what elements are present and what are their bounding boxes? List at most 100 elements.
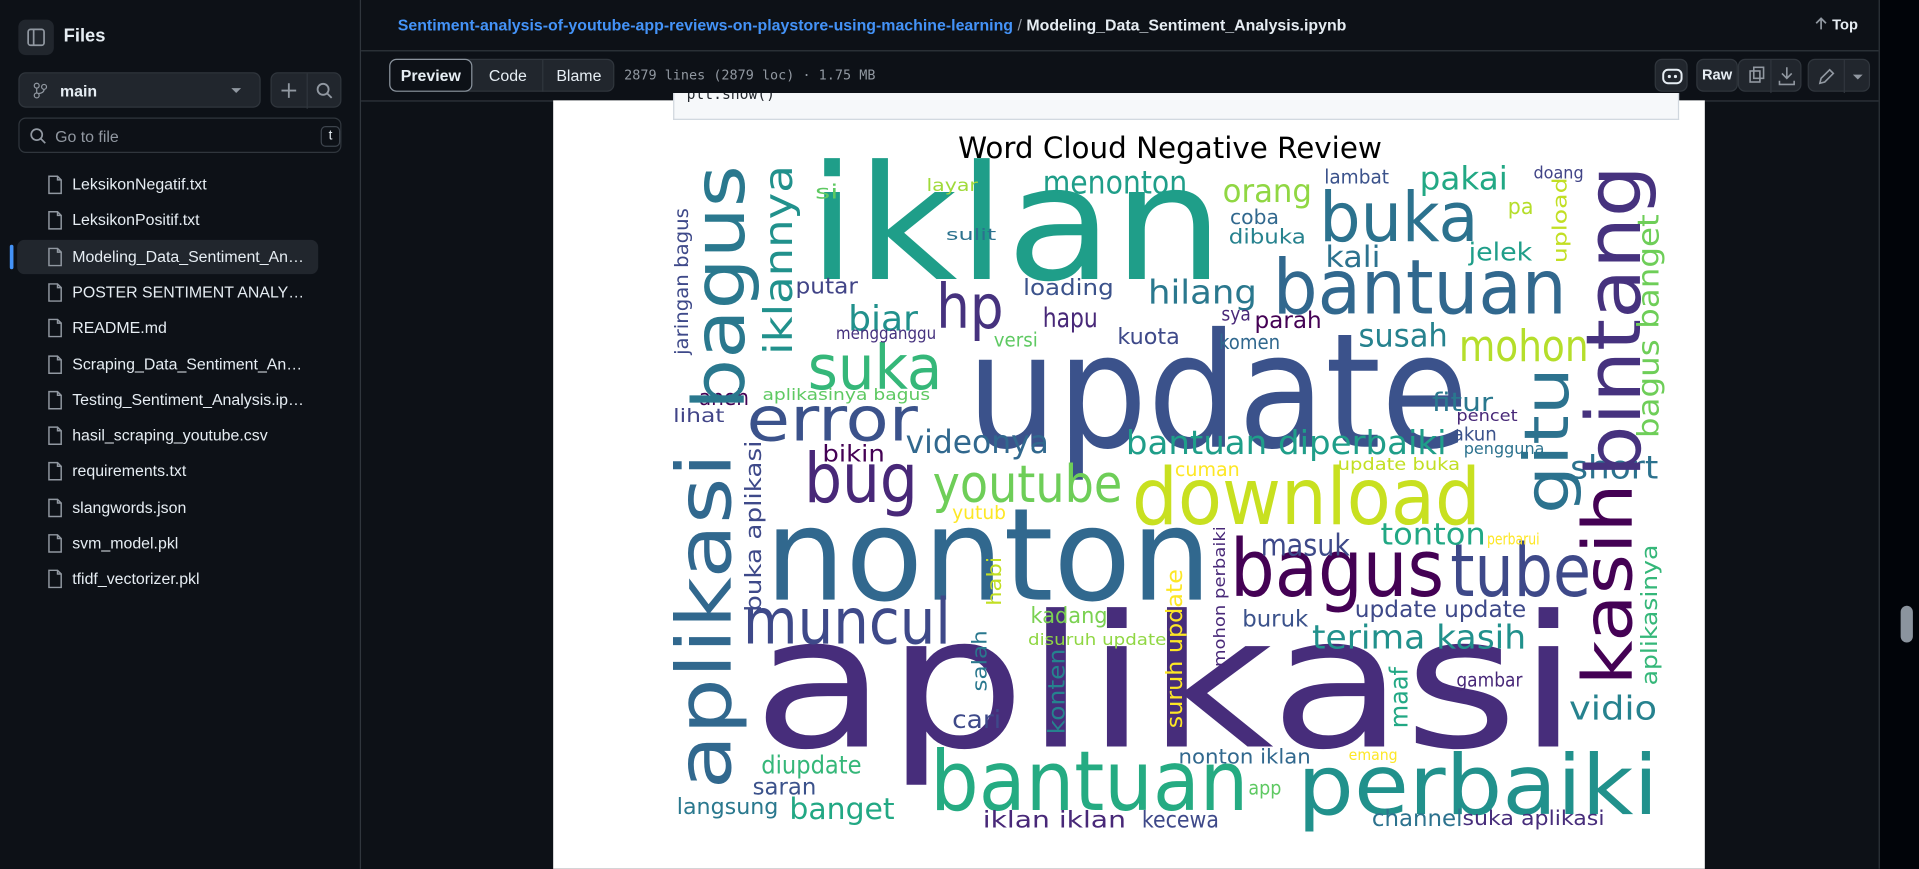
word-cloud-word: sulit xyxy=(946,225,996,244)
copy-download-group xyxy=(1737,58,1802,94)
file-view: Sentiment-analysis-of-youtube-app-review… xyxy=(361,0,1879,869)
word-cloud-word: jaringan bagus xyxy=(672,208,693,356)
file-row[interactable]: tfidf_vectorizer.pkl xyxy=(17,562,318,596)
word-cloud-word: dibuka xyxy=(1229,225,1306,249)
arrow-up-icon xyxy=(1815,17,1827,30)
word-cloud-word: coba xyxy=(1230,205,1279,229)
file-name: Modeling_Data_Sentiment_Analysis.ipynb xyxy=(1026,15,1347,35)
word-cloud-word: orang xyxy=(1223,172,1312,210)
word-cloud-word: bug xyxy=(804,439,918,519)
word-cloud-word: langsung xyxy=(677,795,779,820)
scrollbar-thumb[interactable] xyxy=(1900,605,1913,643)
view-tabs: Preview Code Blame xyxy=(389,58,615,92)
file-row[interactable]: LeksikonNegatif.txt xyxy=(17,168,318,202)
word-cloud-word: bagus xyxy=(1230,522,1444,615)
top-label: Top xyxy=(1832,15,1858,34)
file-icon xyxy=(48,426,62,446)
go-to-file-input[interactable]: Go to file t xyxy=(18,117,342,153)
word-cloud-word: gambar xyxy=(1456,669,1523,692)
file-info: 2879 lines (2879 loc) · 1.75 MB xyxy=(624,67,876,84)
top-button[interactable]: Top xyxy=(1815,16,1858,33)
word-cloud-word: sya xyxy=(1221,305,1250,326)
file-row[interactable]: POSTER SENTIMENT ANALYSIS.pdf xyxy=(17,275,318,309)
word-cloud-word: mohon xyxy=(1459,321,1589,372)
word-cloud-word: parah xyxy=(1254,307,1321,334)
word-cloud-word: banget xyxy=(789,792,894,826)
breadcrumb-separator: / xyxy=(1017,15,1022,35)
word-cloud-word: perbarui xyxy=(1487,530,1540,549)
code-cell: plt.show() xyxy=(673,93,1680,120)
file-icon xyxy=(48,354,62,374)
word-cloud-word: nonton xyxy=(765,482,1212,631)
file-row[interactable]: slangwords.json xyxy=(17,490,318,524)
file-row[interactable]: LeksikonPositif.txt xyxy=(17,204,318,238)
file-icon-shape xyxy=(48,247,62,266)
word-cloud-word: hapu xyxy=(1043,303,1098,334)
file-icon xyxy=(48,283,62,302)
file-icon xyxy=(48,211,62,230)
word-cloud-word: diupdate xyxy=(761,750,861,779)
file-icon-shape xyxy=(48,283,62,302)
word-cloud-word: akun xyxy=(1453,425,1497,446)
word-cloud-word: yutub xyxy=(952,503,1006,524)
word-cloud-word: iklannya xyxy=(757,165,802,355)
file-icon xyxy=(48,318,62,338)
branch-name: main xyxy=(59,81,98,101)
file-icon-shape xyxy=(48,318,62,338)
file-row[interactable]: requirements.txt xyxy=(17,455,318,489)
word-cloud-word: emang xyxy=(1349,747,1398,764)
word-cloud-word: hp xyxy=(936,272,1003,343)
copy-download-icons xyxy=(1749,59,1795,94)
word-cloud-word: youtube xyxy=(933,455,1123,515)
word-cloud-word: bagus xyxy=(678,165,761,410)
breadcrumb-bar: Sentiment-analysis-of-youtube-app-review… xyxy=(361,0,1879,52)
file-icon-shape xyxy=(48,462,62,481)
edit-group[interactable] xyxy=(1807,58,1871,94)
word-cloud-word: lambat xyxy=(1324,166,1389,189)
file-icon-shape xyxy=(48,354,62,374)
word-cloud-word: pencet xyxy=(1456,406,1517,425)
word-cloud-word: channel xyxy=(1372,805,1463,832)
view-tab[interactable]: Blame xyxy=(542,59,614,92)
word-cloud-word: si xyxy=(815,180,838,203)
word-cloud-word: perbaiki xyxy=(1297,737,1658,834)
file-row[interactable]: svm_model.pkl xyxy=(17,526,318,560)
collapse-sidebar-button[interactable] xyxy=(18,19,54,56)
word-cloud-word: error xyxy=(747,385,919,456)
file-row[interactable]: hasil_scraping_youtube.csv xyxy=(17,419,318,453)
file-row[interactable]: Testing_Sentiment_Analysis.ipynb xyxy=(17,383,318,417)
word-cloud-word: pengguna xyxy=(1464,439,1545,458)
file-row[interactable]: Modeling_Data_Sentiment_Analysis.ipynb xyxy=(17,239,319,274)
word-cloud-word: pa xyxy=(1508,195,1534,220)
copilot-button[interactable] xyxy=(1654,58,1688,92)
selected-indicator xyxy=(9,244,14,269)
word-cloud-word: salah xyxy=(967,630,991,691)
word-cloud-word: komen xyxy=(1219,330,1280,354)
raw-button[interactable]: Raw xyxy=(1696,58,1738,92)
word-cloud-word: konten xyxy=(1044,649,1071,735)
branch-selector[interactable]: main xyxy=(18,72,261,108)
code-text: plt.show() xyxy=(686,93,776,103)
word-cloud-word: iklan xyxy=(808,131,1224,317)
word-cloud-word: iklan iklan xyxy=(983,806,1126,833)
shortcut-key: t xyxy=(320,126,341,147)
word-cloud-word: bantuan xyxy=(1273,243,1567,331)
file-icon xyxy=(48,569,62,589)
add-search-group xyxy=(270,72,342,109)
word-cloud-word: lihat xyxy=(673,406,724,427)
view-tab[interactable]: Code xyxy=(488,66,527,85)
view-tab[interactable]: Preview xyxy=(389,58,473,92)
word-cloud-word: susah xyxy=(1358,316,1447,354)
repo-link[interactable]: Sentiment-analysis-of-youtube-app-review… xyxy=(397,15,1014,35)
word-cloud-word: masuk xyxy=(1261,529,1351,564)
word-cloud-word: kecewa xyxy=(1142,806,1219,833)
file-row[interactable]: README.md xyxy=(17,311,318,345)
word-cloud-word: layar xyxy=(926,176,979,196)
file-row[interactable]: Scraping_Data_Sentiment_Analysis.ipynb xyxy=(17,347,318,381)
word-cloud-word: update update xyxy=(1355,596,1526,623)
file-icon xyxy=(48,390,62,410)
file-icon xyxy=(48,534,62,553)
file-icon xyxy=(48,247,62,266)
